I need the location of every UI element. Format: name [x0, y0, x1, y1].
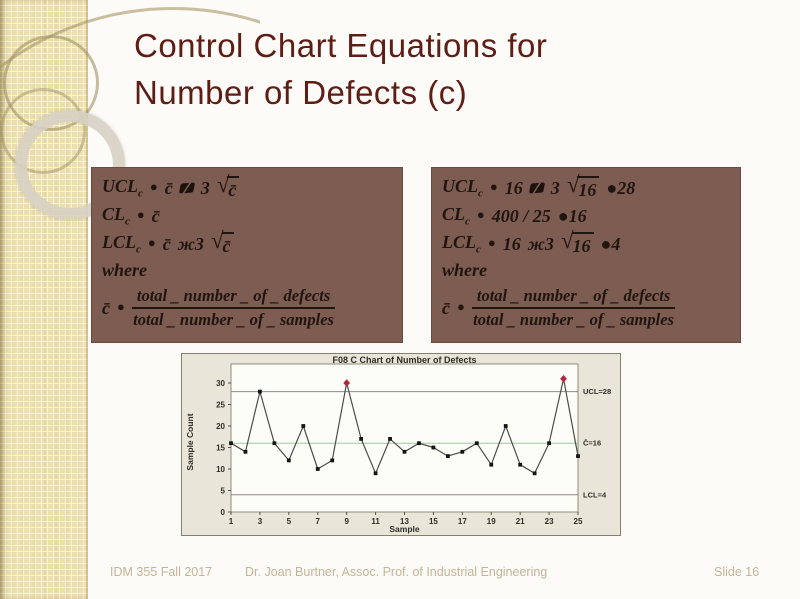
- lcl-variable: LCLc: [442, 232, 481, 256]
- square-root: √ c̄: [211, 229, 234, 257]
- corrupted-equals-icon: ●: [147, 235, 156, 250]
- svg-text:25: 25: [574, 517, 583, 526]
- cbar-fraction: total _ number _ of _ defects total _ nu…: [131, 286, 336, 329]
- corrupted-equals-icon: ●: [117, 299, 125, 314]
- svg-text:5: 5: [287, 517, 292, 526]
- svg-text:20: 20: [216, 422, 225, 431]
- corrupted-minus-operator: ж3: [177, 233, 204, 254]
- cbar-definition: c̄ ● total _ number _ of _ defects total…: [442, 282, 730, 334]
- slide-title: Control Chart Equations for Number of De…: [134, 22, 774, 116]
- ucl-term: 16: [504, 177, 523, 198]
- corrupted-minus-operator: ж3: [527, 233, 554, 254]
- svg-text:15: 15: [216, 443, 225, 452]
- footer-author: Dr. Joan Burtner, Assoc. Prof. of Indust…: [245, 565, 548, 579]
- ucl-equation-numeric: UCLc ● 16 3 √ 16 ●28: [442, 173, 730, 202]
- svg-text:F08 C Chart of Number of Def: F08 C Chart of Number of Defects: [332, 355, 476, 365]
- cbar-fraction: total _ number _ of _ defects total _ nu…: [471, 286, 676, 329]
- svg-text:25: 25: [216, 400, 225, 409]
- slide-title-line2: Number of Defects (c): [134, 74, 468, 111]
- lcl-equation-numeric: LCLc ● 16 ж3 √ 16 ●4: [442, 229, 730, 258]
- ucl-result: ●28: [606, 177, 636, 198]
- corrupted-plus-icon: [528, 182, 545, 194]
- lcl-term: 16: [502, 233, 521, 254]
- svg-text:7: 7: [316, 517, 321, 526]
- square-root: √ c̄: [217, 173, 240, 201]
- svg-text:21: 21: [516, 517, 525, 526]
- cl-term: c̄: [151, 205, 160, 226]
- cbar-definition: c̄ ● total _ number _ of _ defects total…: [102, 282, 392, 334]
- decorative-circle-thin-lower: [0, 88, 86, 174]
- svg-text:19: 19: [487, 517, 496, 526]
- svg-text:10: 10: [216, 465, 225, 474]
- svg-text:1: 1: [229, 517, 234, 526]
- svg-text:9: 9: [344, 517, 349, 526]
- lcl-equation: LCLc ● c̄ ж3 √ c̄: [102, 229, 392, 258]
- where-label: where: [102, 259, 147, 280]
- svg-text:C̄=16: C̄=16: [583, 439, 601, 448]
- cbar-variable: c̄: [102, 297, 110, 318]
- ucl-variable: UCLc: [442, 176, 483, 200]
- corrupted-equals-icon: ●: [476, 207, 485, 222]
- slide-title-line1: Control Chart Equations for: [134, 27, 548, 64]
- corrupted-plus-icon: [178, 182, 195, 194]
- lcl-variable: LCLc: [102, 232, 141, 256]
- corrupted-equals-icon: ●: [136, 207, 145, 222]
- symbolic-equations-box: UCLc ● c̄ 3 √ c̄ CLc ● c̄ LCLc ● c̄ ж3 √ c…: [91, 167, 403, 343]
- svg-text:23: 23: [545, 517, 554, 526]
- c-chart-image: UCL=28 C̄=16 LCL=4 0 5 10 15 20 25 30 1 3 5 7 9 11 13 15 1…: [181, 353, 621, 536]
- svg-text:17: 17: [458, 517, 467, 526]
- svg-text:30: 30: [216, 379, 225, 388]
- decorative-circle-thin-upper: [3, 35, 99, 131]
- svg-text:0: 0: [221, 508, 226, 517]
- sidebar-grid-pattern: [0, 0, 125, 599]
- cl-equation-numeric: CLc ● 400 / 25 ●16: [442, 202, 730, 230]
- lcl-result: ●4: [600, 233, 621, 254]
- ucl-coefficient: 3: [200, 177, 210, 198]
- svg-text:Sample: Sample: [389, 524, 420, 534]
- svg-text:5: 5: [221, 486, 226, 495]
- svg-text:13: 13: [400, 517, 409, 526]
- square-root: √ 16: [567, 173, 600, 201]
- svg-text:Sample Count: Sample Count: [185, 413, 195, 470]
- svg-text:11: 11: [371, 517, 380, 526]
- ucl-term: c̄: [164, 177, 173, 198]
- lcl-term: c̄: [162, 233, 171, 254]
- cbar-variable: c̄: [442, 297, 450, 318]
- numeric-equations-box: UCLc ● 16 3 √ 16 ●28 CLc ● 400 / 25 ●16 L…: [431, 167, 741, 343]
- svg-text:3: 3: [258, 517, 263, 526]
- square-root: √ 16: [561, 229, 594, 257]
- footer-course: IDM 355 Fall 2017: [110, 565, 213, 579]
- cl-equation: CLc ● c̄: [102, 202, 392, 230]
- ucl-coefficient: 3: [550, 177, 560, 198]
- cl-variable: CLc: [442, 204, 470, 228]
- cl-variable: CLc: [102, 204, 130, 228]
- ucl-variable: UCLc: [102, 176, 143, 200]
- corrupted-equals-icon: ●: [489, 179, 498, 194]
- corrupted-equals-icon: ●: [487, 235, 496, 250]
- svg-text:15: 15: [429, 517, 438, 526]
- where-label: where: [442, 259, 487, 280]
- footer-slide-number: Slide 16: [714, 565, 760, 579]
- cl-result: ●16: [557, 205, 587, 226]
- svg-text:UCL=28: UCL=28: [583, 387, 611, 396]
- corrupted-equals-icon: ●: [149, 179, 158, 194]
- svg-text:LCL=4: LCL=4: [583, 490, 607, 499]
- cl-term: 400 / 25: [491, 205, 551, 226]
- ucl-equation: UCLc ● c̄ 3 √ c̄: [102, 173, 392, 202]
- corrupted-equals-icon: ●: [457, 299, 465, 314]
